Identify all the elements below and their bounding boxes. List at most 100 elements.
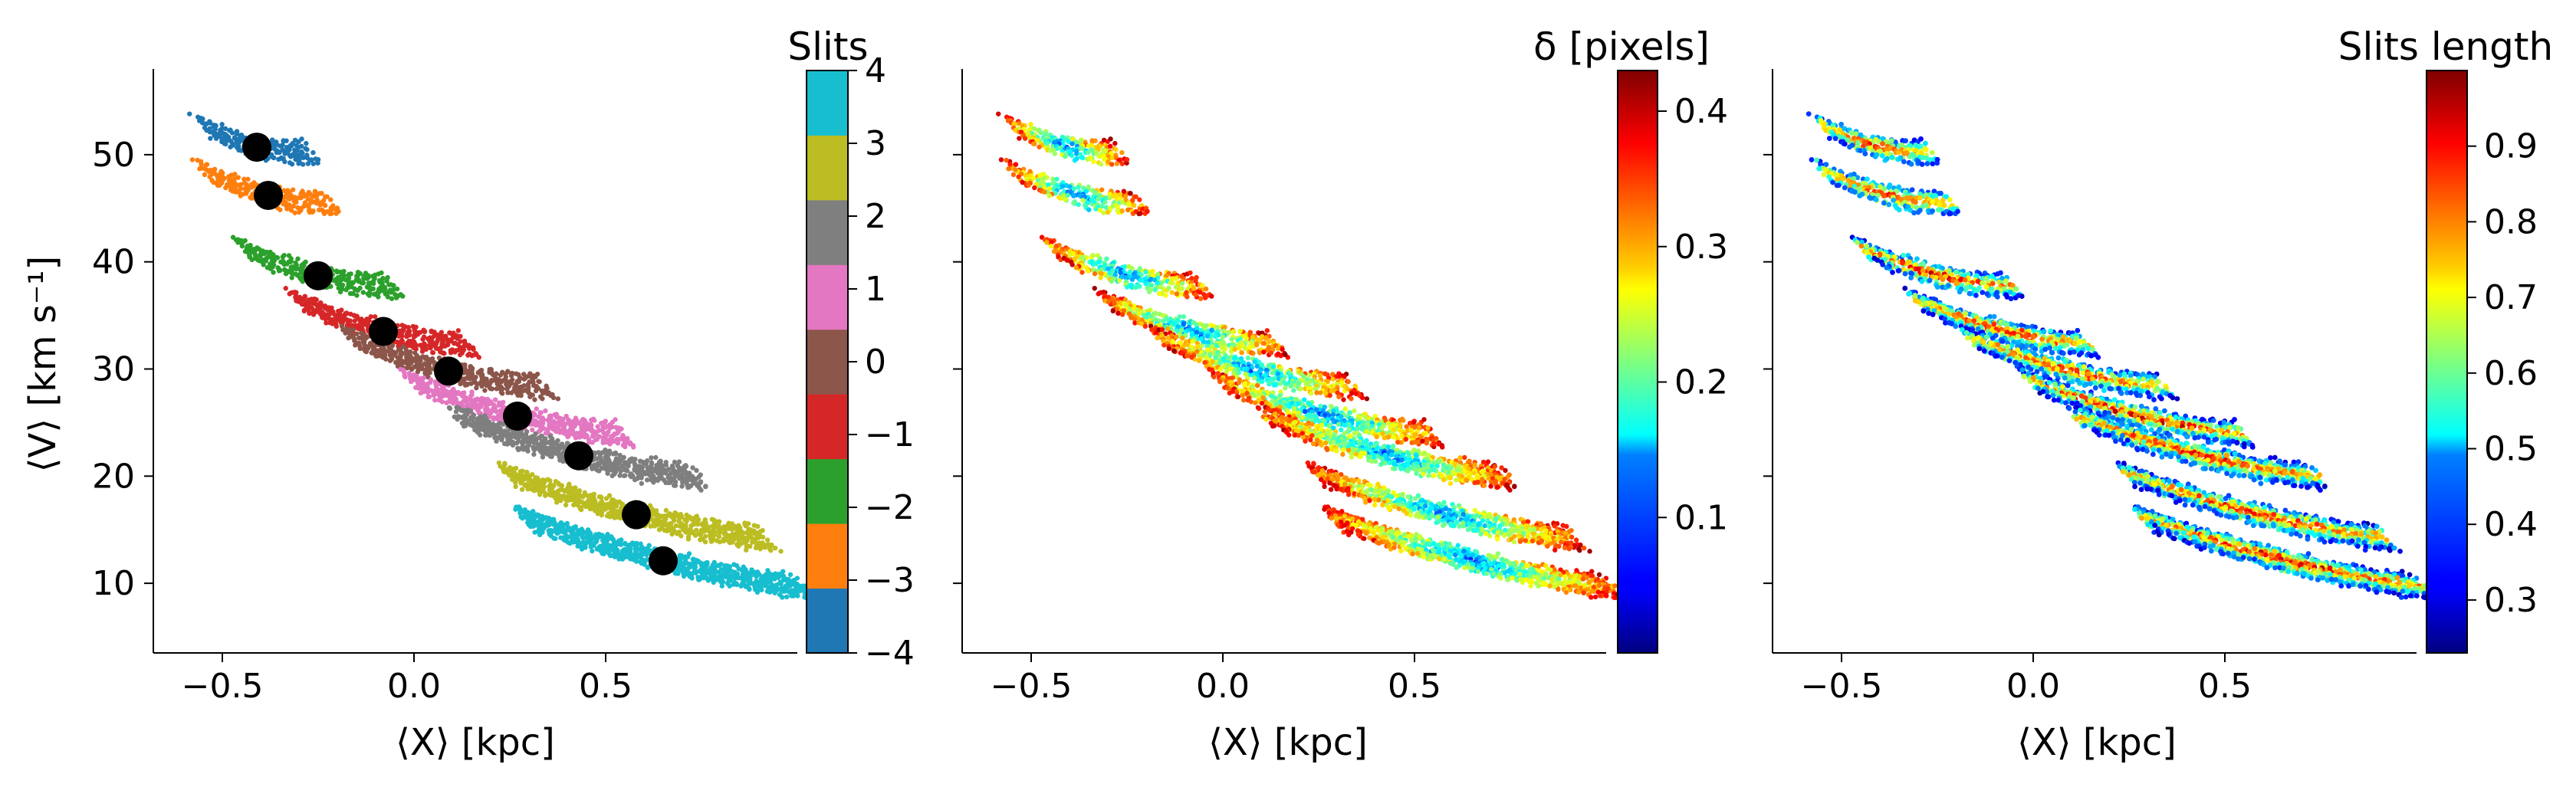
slit-point [360,280,366,286]
slit-point [686,551,692,556]
slit-point [599,512,604,518]
slit-point [452,395,457,401]
slit-scatter-points [187,111,817,602]
slit-point [649,455,654,461]
slit-point [663,507,669,513]
slit-point [278,207,283,212]
slit-point [430,349,435,356]
slit-center-marker [304,261,333,290]
slit-point [402,374,408,380]
slit-point [479,383,485,389]
slit-point [501,469,507,474]
slit-point [719,583,724,589]
slit-point [525,448,531,454]
delta-point [1131,306,1137,311]
slit-point [344,330,350,336]
slit-point [549,454,554,459]
delta-point [1267,339,1272,344]
slit-point [236,140,242,146]
slit-point [716,519,722,524]
slit-point [232,172,238,177]
slit-point [301,308,307,314]
slit-point [281,260,286,266]
slit-point [531,447,537,453]
delta-point [1275,346,1281,351]
slit-point [492,397,498,402]
slit-point [455,328,461,333]
slit-point [295,256,301,261]
slit-point [420,336,426,342]
delta-point [1086,207,1092,212]
slit-point [312,189,318,194]
slit-point [714,577,720,582]
delta-point [1164,273,1169,279]
delta-point [1112,140,1118,146]
delta-point [1203,286,1209,292]
delta-point [1050,180,1056,185]
colorbar-tick-label: −1 [865,415,915,454]
slit-point [232,175,238,182]
slit-point [380,355,386,360]
slit-point [304,146,310,153]
delta-point [1174,291,1180,297]
slit-point [242,180,248,185]
slit-point [299,143,304,149]
slit-point [708,572,714,577]
slit-point [416,385,422,391]
slit-point [278,156,284,161]
slit-point [324,194,330,199]
slit-point [372,313,378,320]
slit-point [389,296,395,301]
slit-point [219,122,225,127]
slit-point [447,405,453,412]
slit-point [225,137,232,143]
slit-point [276,268,282,274]
colorbar-tick-label: 3 [865,124,886,163]
slit-point [355,273,360,279]
slit-point [289,275,294,280]
delta-point [1198,296,1204,301]
delta-point [1126,202,1132,208]
slit-point [513,484,518,490]
colorbar-segment [807,458,848,524]
slit-point [671,527,676,533]
slit-point [432,397,438,403]
slit-point [304,140,309,146]
slit-point [554,530,560,536]
slit-point [501,433,506,438]
slit-center-marker [622,500,651,530]
slit-point [280,143,285,148]
slit-point [780,589,787,594]
slit-point [592,418,597,423]
panel-slits-y-axis-label: ⟨V⟩ [km s⁻¹] [21,256,64,472]
slit-point [419,366,425,372]
delta-point [1136,211,1142,217]
slit-point [199,162,204,167]
delta-point [1022,136,1028,141]
delta-point [1264,328,1270,333]
slit-point [508,373,514,379]
slit-point [219,169,224,174]
slit-point [554,415,560,420]
slit-point [350,327,356,333]
delta-point [1105,209,1111,215]
colorbar-tick-label: −4 [865,634,915,673]
slit-point [684,516,690,522]
slit-point [521,376,527,382]
delta-point [1098,275,1103,280]
delta-point [1042,189,1047,195]
delta-point [1119,208,1125,214]
slit-point [716,533,722,539]
slit-point [689,475,695,481]
y-tick-label: 10 [92,564,135,603]
slit-point [223,141,228,147]
slit-point [682,571,688,576]
delta-point [1079,155,1085,160]
slit-point [638,541,643,546]
delta-point [1044,240,1050,245]
slit-point [606,493,613,498]
delta-point [1119,199,1125,205]
slit-point [290,271,295,277]
delta-point [1135,283,1141,288]
